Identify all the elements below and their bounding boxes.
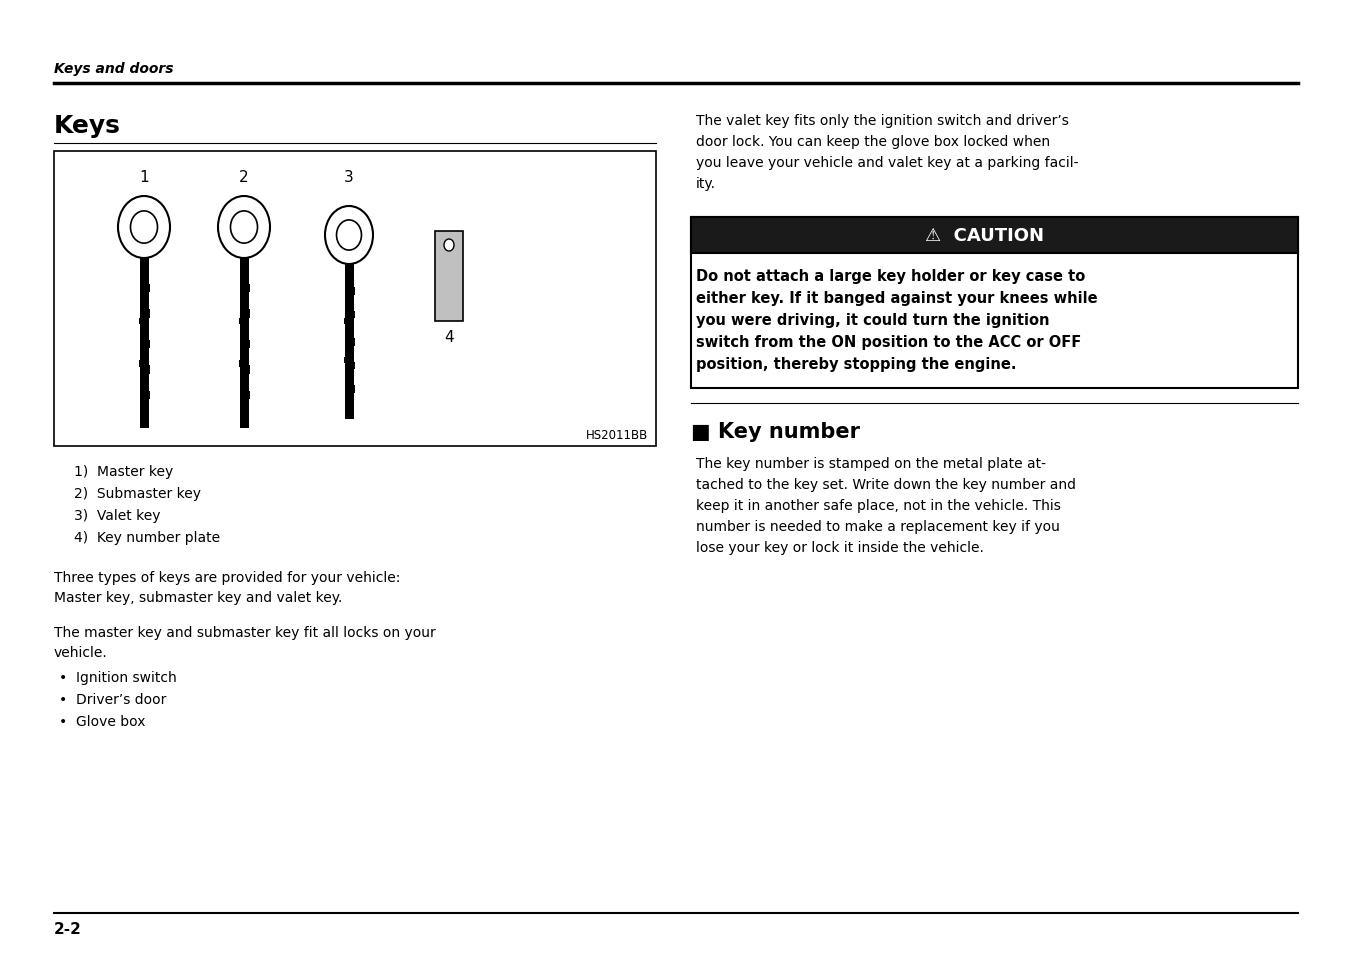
Text: The key number is stamped on the metal plate at-: The key number is stamped on the metal p… <box>696 456 1046 471</box>
Text: you leave your vehicle and valet key at a parking facil-: you leave your vehicle and valet key at … <box>696 156 1079 170</box>
Text: ⚠  CAUTION: ⚠ CAUTION <box>925 227 1044 245</box>
Text: The master key and submaster key fit all locks on your: The master key and submaster key fit all… <box>54 625 435 639</box>
Text: 3)  Valet key: 3) Valet key <box>74 509 161 522</box>
Bar <box>139 258 149 429</box>
Text: ■ Key number: ■ Key number <box>691 421 860 441</box>
Text: 1: 1 <box>139 170 149 185</box>
Text: ity.: ity. <box>696 177 717 191</box>
Bar <box>691 218 1298 389</box>
Text: Do not attach a large key holder or key case to: Do not attach a large key holder or key … <box>696 269 1086 284</box>
Ellipse shape <box>443 240 454 252</box>
Text: lose your key or lock it inside the vehicle.: lose your key or lock it inside the vehi… <box>696 540 984 555</box>
Text: tached to the key set. Write down the key number and: tached to the key set. Write down the ke… <box>696 477 1076 492</box>
Text: switch from the ON position to the ACC or OFF: switch from the ON position to the ACC o… <box>696 335 1082 350</box>
Text: position, thereby stopping the engine.: position, thereby stopping the engine. <box>696 356 1017 372</box>
Ellipse shape <box>131 212 158 244</box>
Text: Master key, submaster key and valet key.: Master key, submaster key and valet key. <box>54 590 342 604</box>
Text: either key. If it banged against your knees while: either key. If it banged against your kn… <box>696 291 1098 306</box>
Text: 2-2: 2-2 <box>54 921 82 936</box>
Bar <box>249 366 250 375</box>
Text: number is needed to make a replacement key if you: number is needed to make a replacement k… <box>696 519 1060 534</box>
Bar <box>149 366 150 375</box>
Ellipse shape <box>118 196 170 258</box>
Text: •  Glove box: • Glove box <box>59 714 146 728</box>
Bar <box>249 310 250 318</box>
Bar <box>691 218 1298 253</box>
Bar <box>435 232 462 322</box>
Ellipse shape <box>324 207 373 265</box>
Text: Keys: Keys <box>54 113 120 138</box>
Ellipse shape <box>218 196 270 258</box>
Text: HS2011BB: HS2011BB <box>585 429 648 441</box>
Text: 2: 2 <box>239 170 249 185</box>
Text: keep it in another safe place, not in the vehicle. This: keep it in another safe place, not in th… <box>696 498 1061 513</box>
Bar <box>345 265 353 419</box>
Text: The valet key fits only the ignition switch and driver’s: The valet key fits only the ignition swi… <box>696 113 1069 128</box>
Bar <box>54 152 656 447</box>
Text: 4: 4 <box>445 330 454 345</box>
Bar <box>353 362 356 370</box>
Text: vehicle.: vehicle. <box>54 645 108 659</box>
Bar <box>239 258 249 429</box>
Bar <box>353 312 356 319</box>
Ellipse shape <box>230 212 257 244</box>
Text: 2)  Submaster key: 2) Submaster key <box>74 486 201 500</box>
Bar <box>149 310 150 318</box>
Text: door lock. You can keep the glove box locked when: door lock. You can keep the glove box lo… <box>696 135 1051 149</box>
Text: you were driving, it could turn the ignition: you were driving, it could turn the igni… <box>696 313 1049 328</box>
Ellipse shape <box>337 221 361 251</box>
Text: •  Ignition switch: • Ignition switch <box>59 670 177 684</box>
Text: Keys and doors: Keys and doors <box>54 62 173 76</box>
Text: Three types of keys are provided for your vehicle:: Three types of keys are provided for you… <box>54 571 400 584</box>
Text: 3: 3 <box>345 170 354 185</box>
Text: •  Driver’s door: • Driver’s door <box>59 692 166 706</box>
Text: 1)  Master key: 1) Master key <box>74 464 173 478</box>
Text: 4)  Key number plate: 4) Key number plate <box>74 531 220 544</box>
